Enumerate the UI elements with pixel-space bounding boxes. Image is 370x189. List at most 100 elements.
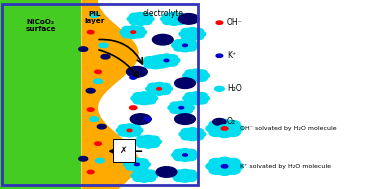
Circle shape (132, 166, 142, 171)
Circle shape (186, 155, 196, 161)
Circle shape (191, 77, 201, 82)
Circle shape (139, 99, 149, 105)
Circle shape (158, 60, 169, 65)
Text: NiCoO₂
surface: NiCoO₂ surface (26, 19, 56, 32)
Circle shape (188, 173, 198, 178)
Circle shape (162, 86, 172, 91)
Circle shape (164, 59, 169, 62)
Circle shape (133, 176, 144, 181)
Circle shape (178, 14, 199, 24)
Circle shape (135, 20, 146, 25)
Circle shape (206, 125, 221, 132)
Circle shape (150, 56, 161, 61)
Text: O₂: O₂ (227, 117, 236, 126)
Circle shape (139, 169, 149, 175)
Circle shape (130, 125, 141, 130)
Circle shape (172, 173, 182, 178)
Text: K⁺: K⁺ (227, 51, 236, 60)
Circle shape (135, 16, 146, 22)
Circle shape (197, 70, 207, 75)
Circle shape (175, 19, 185, 25)
Circle shape (139, 173, 149, 178)
Circle shape (180, 39, 190, 44)
Circle shape (180, 169, 190, 175)
Circle shape (139, 177, 149, 182)
Circle shape (135, 139, 145, 144)
Circle shape (186, 176, 196, 181)
Circle shape (181, 135, 192, 140)
Circle shape (186, 170, 196, 175)
Circle shape (181, 129, 192, 134)
Circle shape (130, 106, 137, 110)
Circle shape (95, 158, 104, 163)
Circle shape (145, 117, 151, 121)
Circle shape (124, 128, 135, 133)
Circle shape (156, 167, 177, 177)
Circle shape (161, 16, 171, 22)
Circle shape (180, 156, 190, 161)
Circle shape (145, 99, 155, 104)
Circle shape (130, 114, 151, 124)
Circle shape (139, 92, 149, 97)
Circle shape (116, 128, 127, 133)
Circle shape (180, 173, 190, 178)
Circle shape (149, 142, 159, 147)
Circle shape (136, 29, 147, 35)
Circle shape (152, 34, 173, 45)
Circle shape (118, 125, 129, 130)
Circle shape (197, 99, 207, 104)
Circle shape (176, 109, 186, 114)
Polygon shape (81, 0, 139, 189)
Circle shape (154, 86, 164, 91)
Circle shape (79, 156, 88, 161)
Circle shape (160, 83, 170, 88)
Circle shape (155, 55, 166, 60)
Circle shape (185, 70, 195, 75)
Circle shape (127, 67, 147, 77)
Circle shape (191, 99, 201, 105)
Circle shape (135, 12, 146, 18)
Circle shape (161, 58, 172, 63)
Circle shape (209, 158, 223, 166)
Circle shape (130, 13, 140, 19)
Circle shape (134, 33, 144, 38)
Circle shape (134, 26, 144, 32)
Circle shape (143, 139, 153, 144)
Circle shape (187, 35, 198, 40)
Circle shape (87, 30, 94, 34)
Circle shape (193, 28, 204, 34)
Circle shape (153, 58, 164, 63)
Circle shape (139, 96, 149, 101)
Circle shape (169, 58, 180, 63)
Circle shape (216, 21, 223, 24)
Circle shape (128, 33, 138, 39)
Circle shape (183, 44, 187, 46)
Circle shape (122, 33, 132, 38)
Circle shape (186, 46, 196, 51)
Circle shape (181, 34, 192, 40)
Circle shape (182, 102, 192, 107)
Circle shape (174, 46, 184, 51)
Circle shape (206, 163, 221, 170)
Circle shape (141, 19, 152, 25)
Circle shape (195, 31, 206, 37)
Circle shape (160, 89, 170, 94)
Circle shape (147, 96, 158, 101)
Circle shape (137, 136, 147, 141)
Circle shape (197, 93, 207, 98)
Circle shape (126, 165, 136, 170)
Circle shape (141, 13, 152, 19)
Circle shape (175, 13, 185, 19)
Circle shape (144, 16, 154, 22)
Circle shape (180, 152, 190, 158)
Circle shape (187, 28, 198, 33)
Circle shape (120, 29, 130, 35)
Circle shape (163, 19, 173, 25)
Circle shape (193, 129, 204, 134)
Circle shape (217, 130, 232, 138)
Circle shape (179, 132, 189, 137)
Circle shape (172, 152, 182, 158)
Text: OH⁻ solvated by H₂O molecule: OH⁻ solvated by H₂O molecule (240, 126, 337, 131)
Circle shape (191, 96, 201, 101)
Circle shape (213, 119, 226, 125)
